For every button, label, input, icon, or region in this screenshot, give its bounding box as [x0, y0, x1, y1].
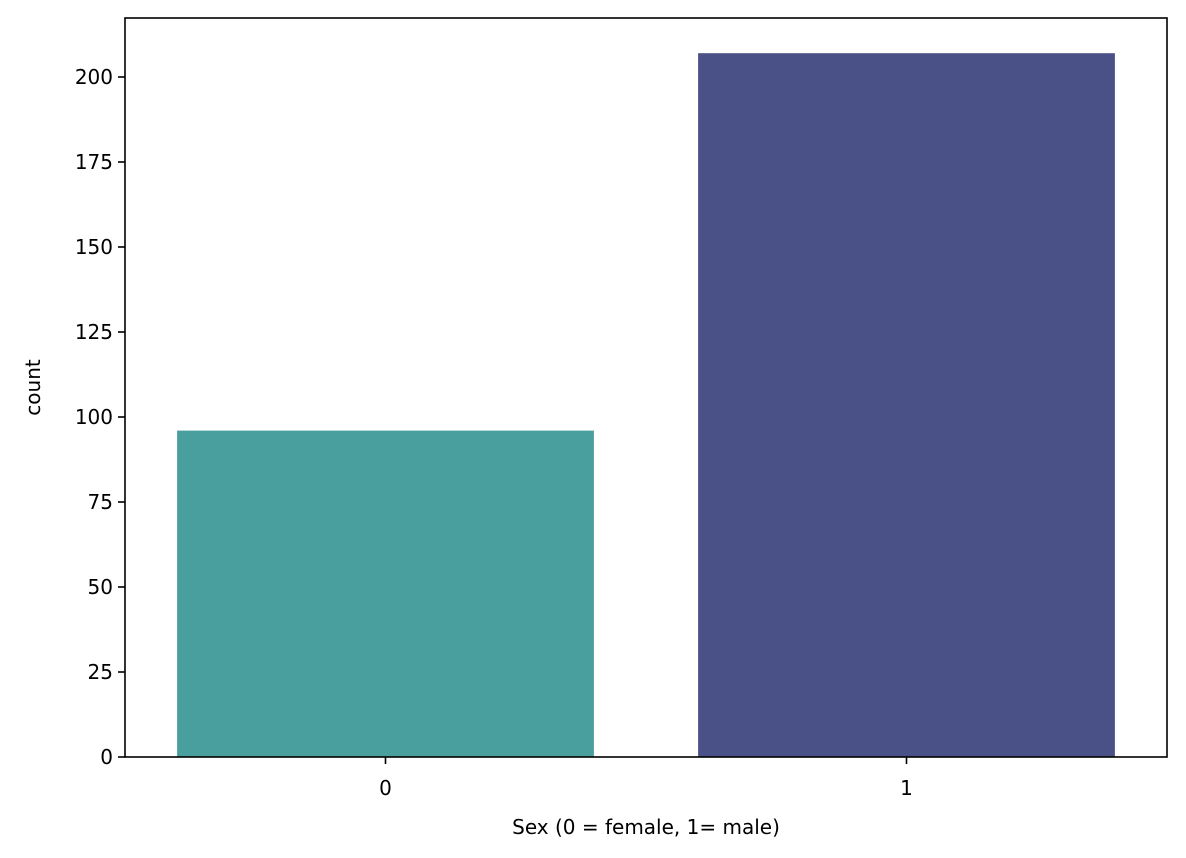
y-tick-label: 25: [88, 660, 113, 684]
y-axis-title: count: [21, 359, 45, 416]
bar-1: [698, 53, 1115, 757]
axes-spines: [124, 17, 1168, 758]
axes-frame: [124, 17, 1168, 758]
bars: [177, 53, 1115, 757]
bar-0: [177, 430, 594, 757]
y-tick-label: 50: [88, 575, 113, 599]
x-tick-label: 0: [379, 776, 392, 800]
y-tick-label: 0: [100, 745, 113, 769]
y-tick-label: 175: [75, 150, 113, 174]
y-tick-label: 75: [88, 490, 113, 514]
y-tick-label: 150: [75, 235, 113, 259]
y-tick-label: 125: [75, 320, 113, 344]
x-tick-label: 1: [900, 776, 913, 800]
y-tick-label: 100: [75, 405, 113, 429]
y-axis: 0 25 50 75 100 125 150 175 200: [75, 65, 125, 769]
x-axis-title: Sex (0 = female, 1= male): [512, 815, 780, 839]
y-tick-label: 200: [75, 65, 113, 89]
